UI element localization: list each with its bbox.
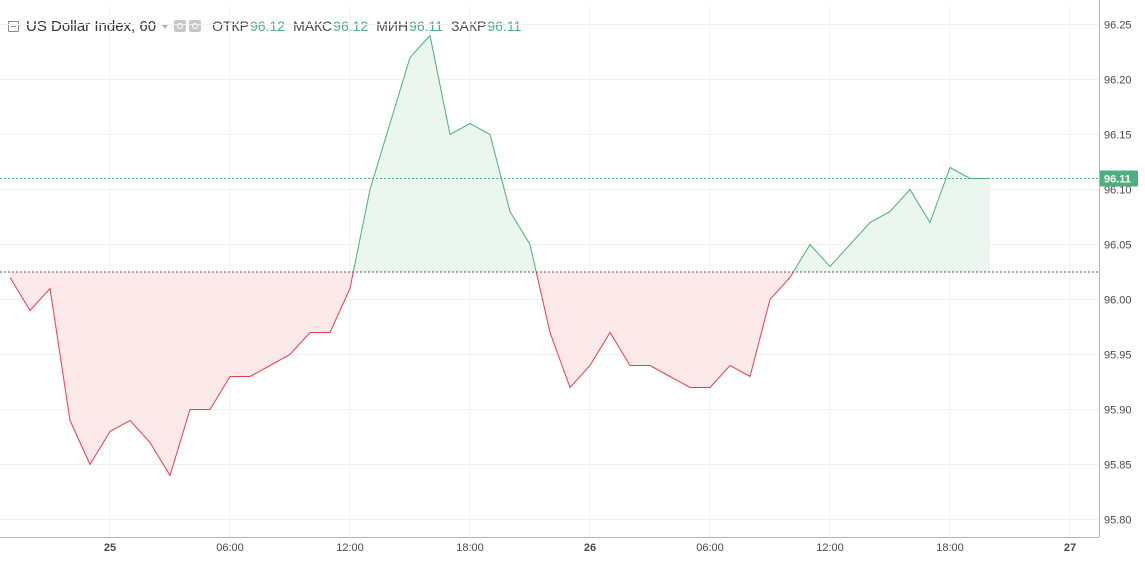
y-tick-label: 95.90	[1104, 405, 1132, 417]
last-price-tag	[1100, 170, 1138, 187]
y-tick-label: 96.25	[1104, 20, 1132, 32]
x-tick-label: 12:00	[336, 542, 364, 554]
high-label: МАКС	[293, 18, 333, 34]
y-tick-label: 96.00	[1104, 295, 1132, 307]
y-tick-label: 96.20	[1104, 75, 1132, 87]
y-tick-label: 95.80	[1104, 515, 1132, 527]
area-below-baseline	[536, 272, 794, 388]
x-tick-label: 06:00	[216, 542, 244, 554]
collapse-icon[interactable]	[8, 20, 19, 32]
chevron-down-icon[interactable]	[162, 25, 169, 29]
x-tick-label: 06:00	[696, 542, 724, 554]
area-below-baseline	[10, 272, 354, 476]
chart-legend: US Dollar Index, 60 ОТКР 96.12 МАКС 96.1…	[8, 16, 521, 36]
x-tick-label: 12:00	[816, 542, 844, 554]
last-price-tag-label: 96.11	[1104, 174, 1131, 186]
x-tick-label: 27	[1064, 542, 1076, 554]
low-label: МИН	[376, 18, 409, 34]
settings-icon[interactable]	[189, 20, 202, 32]
y-tick-label: 96.15	[1104, 130, 1132, 142]
y-tick-label: 96.05	[1104, 240, 1132, 252]
x-tick-label: 18:00	[936, 542, 964, 554]
x-tick-label: 25	[104, 542, 116, 554]
line-below-baseline	[9, 271, 354, 477]
line-below-baseline	[535, 271, 794, 389]
chart-series	[9, 34, 990, 477]
reference-lines	[0, 178, 1099, 273]
line-above-baseline	[792, 166, 990, 273]
close-value: 96.11	[487, 18, 522, 34]
chart-areas	[10, 35, 990, 476]
close-label: ЗАКР	[451, 18, 487, 34]
area-above-baseline	[793, 167, 990, 272]
x-tick-label: 26	[584, 542, 596, 554]
y-tick-label: 95.85	[1104, 460, 1132, 472]
low-value: 96.11	[409, 18, 444, 34]
line-above-baseline	[352, 34, 537, 273]
open-value: 96.12	[250, 18, 286, 34]
high-value: 96.12	[333, 18, 369, 34]
eye-icon[interactable]	[174, 20, 187, 32]
y-tick-label: 96.10	[1104, 185, 1132, 197]
y-tick-label: 95.95	[1104, 350, 1132, 362]
open-label: ОТКР	[212, 18, 250, 34]
x-tick-label: 18:00	[456, 542, 484, 554]
symbol-title[interactable]: US Dollar Index, 60	[26, 17, 157, 35]
